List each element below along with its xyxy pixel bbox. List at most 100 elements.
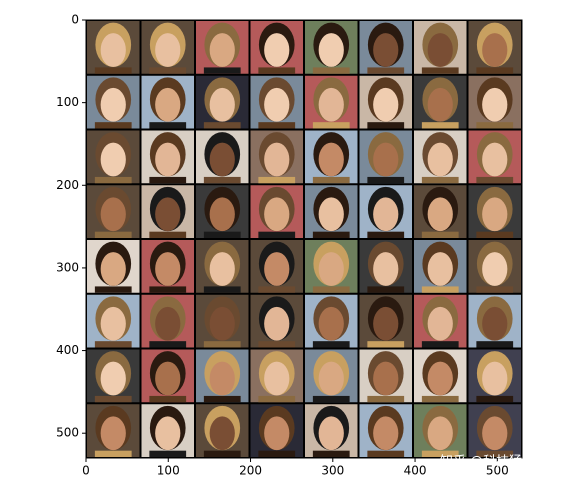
face [427, 252, 453, 286]
face [482, 416, 508, 451]
face-shoulders [476, 231, 514, 238]
face [482, 252, 508, 286]
face-shoulders [367, 231, 405, 238]
face-shoulders [258, 286, 296, 293]
face [264, 252, 290, 286]
face-shoulders [94, 176, 132, 184]
face [427, 416, 453, 451]
face-shoulders [94, 67, 132, 74]
face [318, 416, 344, 451]
face-shoulders [94, 450, 132, 457]
face-shoulders [203, 395, 241, 403]
face-shoulders [367, 176, 405, 184]
axes-frame [85, 19, 523, 459]
face [482, 87, 508, 122]
face [155, 197, 181, 232]
face-shoulders [312, 67, 350, 74]
face [373, 416, 399, 451]
face-shoulders [94, 122, 132, 129]
face-shoulders [421, 450, 459, 457]
face [155, 87, 181, 122]
face-shoulders [476, 122, 514, 129]
face [427, 197, 453, 232]
face [318, 87, 344, 122]
face [318, 252, 344, 286]
face [209, 197, 235, 232]
face-shoulders [476, 395, 514, 403]
x-tick-label: 500 [486, 464, 509, 478]
face-shoulders [258, 450, 296, 457]
face [318, 306, 344, 341]
face-shoulders [367, 286, 405, 293]
face [318, 361, 344, 396]
face [318, 197, 344, 232]
x-tick-label: 300 [321, 464, 344, 478]
face [482, 197, 508, 232]
face [155, 306, 181, 341]
face [209, 306, 235, 341]
face-shoulders [421, 395, 459, 403]
face-shoulders [149, 122, 187, 129]
face-shoulders [94, 341, 132, 348]
face-shoulders [421, 67, 459, 74]
face [373, 87, 399, 122]
face-shoulders [149, 286, 187, 293]
face [100, 142, 126, 177]
face [155, 361, 181, 396]
face-shoulders [421, 286, 459, 293]
face [427, 306, 453, 341]
face [155, 142, 181, 177]
face-shoulders [476, 176, 514, 184]
y-tick-label: 0 [71, 13, 79, 27]
face [209, 252, 235, 286]
face-shoulders [476, 341, 514, 348]
face [373, 33, 399, 67]
face-shoulders [312, 341, 350, 348]
y-tick-label: 300 [56, 260, 79, 274]
face-shoulders [421, 341, 459, 348]
face [318, 33, 344, 67]
face [209, 361, 235, 396]
face [427, 87, 453, 122]
x-tick-label: 400 [404, 464, 427, 478]
face-shoulders [203, 176, 241, 184]
x-tick-label: 200 [239, 464, 262, 478]
face [482, 33, 508, 67]
face-shoulders [94, 286, 132, 293]
face-shoulders [258, 341, 296, 348]
face-shoulders [203, 450, 241, 457]
y-tick-label: 400 [56, 343, 79, 357]
face-shoulders [421, 176, 459, 184]
face [100, 87, 126, 122]
face [155, 416, 181, 451]
face-shoulders [203, 286, 241, 293]
face-shoulders [421, 231, 459, 238]
face [427, 361, 453, 396]
face-shoulders [312, 176, 350, 184]
face-shoulders [312, 450, 350, 457]
face-shoulders [367, 450, 405, 457]
y-tick-label: 100 [56, 95, 79, 109]
face-shoulders [312, 286, 350, 293]
face-shoulders [203, 122, 241, 129]
face-shoulders [258, 122, 296, 129]
face [264, 416, 290, 451]
face-shoulders [367, 395, 405, 403]
face [264, 33, 290, 67]
face [427, 33, 453, 67]
image-grid [86, 20, 522, 458]
face [155, 252, 181, 286]
face [373, 361, 399, 396]
face-shoulders [312, 122, 350, 129]
face [100, 197, 126, 232]
face-shoulders [94, 231, 132, 238]
y-tick-label: 500 [56, 426, 79, 440]
face [373, 142, 399, 177]
face [100, 33, 126, 67]
face-shoulders [258, 67, 296, 74]
face-shoulders [367, 341, 405, 348]
face-shoulders [421, 122, 459, 129]
face [100, 416, 126, 451]
watermark: 知乎 @科技猛兽 [440, 454, 535, 470]
face [100, 306, 126, 341]
